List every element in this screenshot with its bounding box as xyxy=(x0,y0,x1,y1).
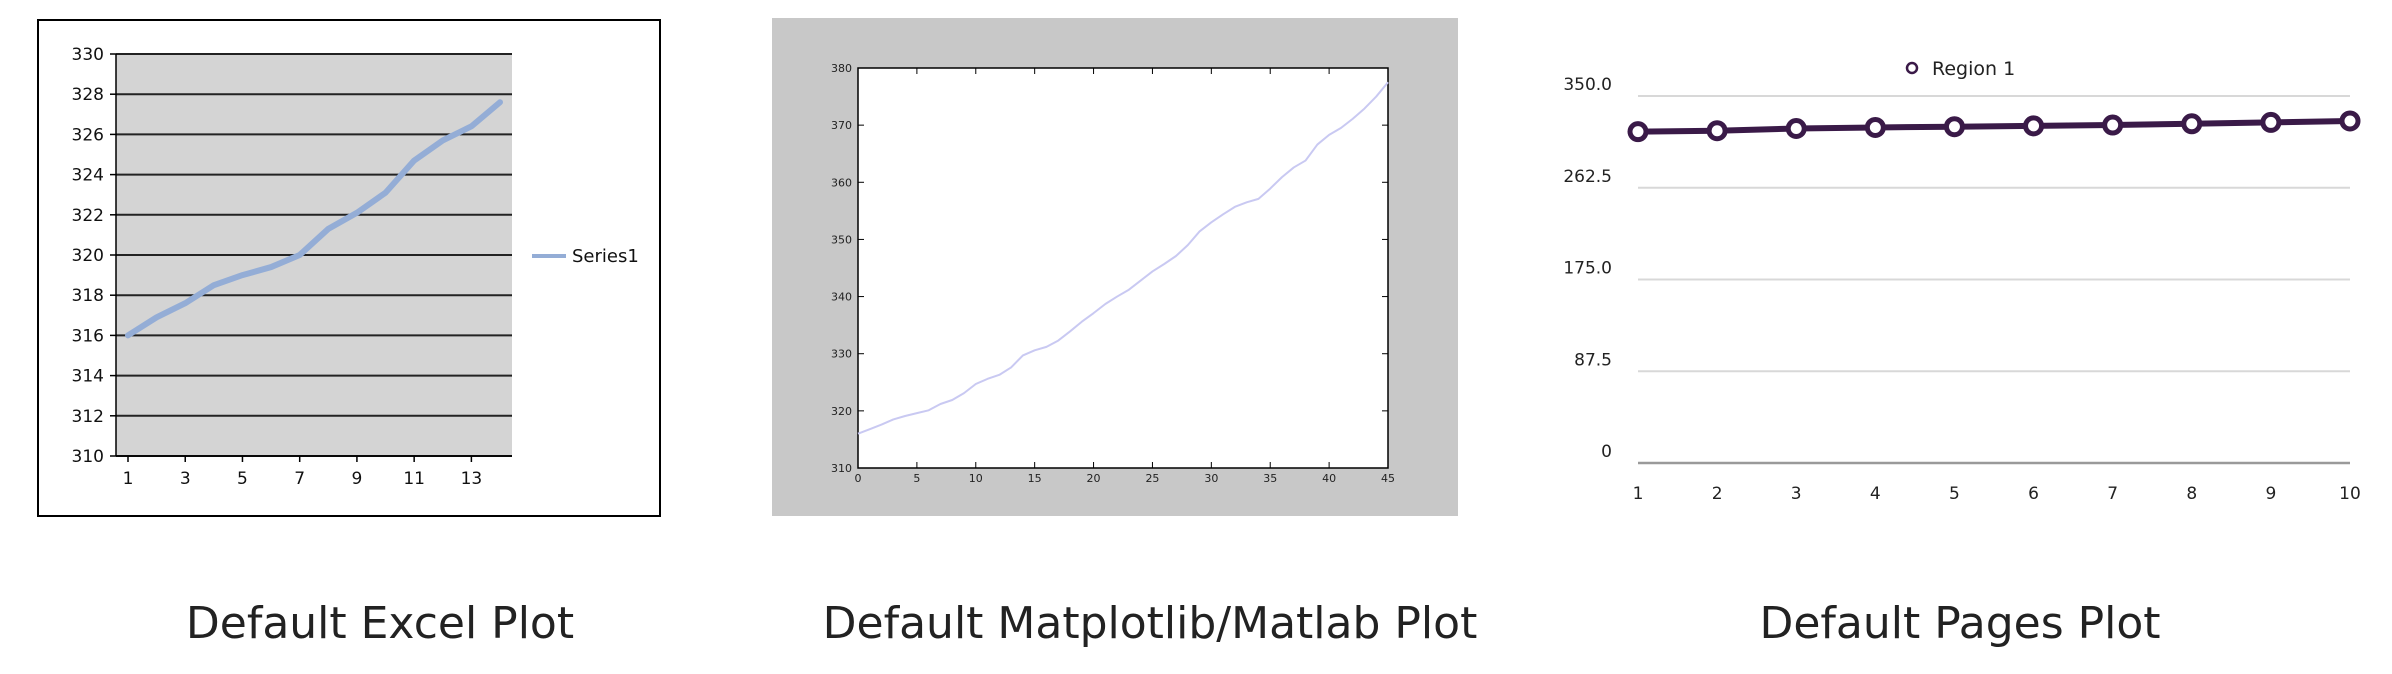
x-tick-label: 7 xyxy=(294,469,305,489)
y-tick-label: 330 xyxy=(72,45,104,65)
x-tick-label: 3 xyxy=(1791,484,1802,504)
y-tick-label: 330 xyxy=(831,348,852,361)
y-tick-label: 314 xyxy=(72,367,104,387)
y-tick-label: 350.0 xyxy=(1563,75,1612,95)
x-tick-label: 5 xyxy=(913,472,920,485)
y-tick-label: 320 xyxy=(831,405,852,418)
x-tick-label: 1 xyxy=(123,469,134,489)
y-tick-label: 312 xyxy=(72,407,104,427)
caption-excel: Default Excel Plot xyxy=(185,598,575,649)
y-tick-label: 310 xyxy=(72,447,104,467)
y-tick-label: 340 xyxy=(831,291,852,304)
x-tick-label: 8 xyxy=(2186,484,2197,504)
legend-label: Region 1 xyxy=(1932,58,2015,80)
y-tick-label: 326 xyxy=(72,125,104,145)
y-tick-label: 380 xyxy=(831,62,852,75)
legend-label: Series1 xyxy=(572,246,639,267)
y-tick-label: 316 xyxy=(72,326,104,346)
x-tick-label: 4 xyxy=(1870,484,1881,504)
data-point xyxy=(1943,116,1965,138)
y-tick-label: 370 xyxy=(831,119,852,132)
data-point xyxy=(2181,113,2203,135)
data-point xyxy=(1706,120,1728,142)
x-tick-label: 5 xyxy=(1949,484,1960,504)
data-point xyxy=(2102,114,2124,136)
x-tick-label: 20 xyxy=(1087,472,1101,485)
caption-pages: Default Pages Plot xyxy=(1759,598,2161,649)
y-tick-label: 320 xyxy=(72,246,104,266)
series-line-region1 xyxy=(1637,117,2351,135)
x-tick-label: 10 xyxy=(969,472,983,485)
data-point xyxy=(1627,121,1649,143)
y-tick-label: 175.0 xyxy=(1563,259,1612,279)
data-point xyxy=(1785,118,1807,140)
y-tick-label: 310 xyxy=(831,462,852,475)
y-tick-label: 324 xyxy=(72,166,104,186)
y-tick-label: 87.5 xyxy=(1574,350,1612,370)
y-tick-label: 0 xyxy=(1601,442,1612,462)
x-tick-label: 13 xyxy=(461,469,483,489)
x-tick-label: 6 xyxy=(2028,484,2039,504)
data-point xyxy=(1864,116,1886,138)
x-tick-label: 9 xyxy=(352,469,363,489)
legend-marker xyxy=(1905,61,1919,75)
x-tick-label: 7 xyxy=(2107,484,2118,504)
x-tick-label: 9 xyxy=(2265,484,2276,504)
y-tick-label: 322 xyxy=(72,206,104,226)
x-tick-label: 11 xyxy=(403,469,425,489)
x-tick-label: 35 xyxy=(1263,472,1277,485)
x-tick-label: 40 xyxy=(1322,472,1336,485)
y-tick-label: 350 xyxy=(831,233,852,246)
data-point xyxy=(2260,111,2282,133)
y-tick-label: 360 xyxy=(831,176,852,189)
data-point xyxy=(2339,110,2361,132)
x-tick-label: 2 xyxy=(1712,484,1723,504)
x-tick-label: 0 xyxy=(855,472,862,485)
x-tick-label: 5 xyxy=(237,469,248,489)
data-point xyxy=(2023,115,2045,137)
series-line-series1 xyxy=(125,99,503,339)
caption-matplotlib: Default Matplotlib/Matlab Plot xyxy=(822,598,1478,649)
y-tick-label: 328 xyxy=(72,85,104,105)
x-tick-label: 10 xyxy=(2339,484,2361,504)
x-tick-label: 1 xyxy=(1633,484,1644,504)
x-tick-label: 3 xyxy=(180,469,191,489)
x-tick-label: 25 xyxy=(1145,472,1159,485)
y-tick-label: 262.5 xyxy=(1563,167,1612,187)
series-line xyxy=(857,81,1389,435)
y-tick-label: 318 xyxy=(72,286,104,306)
x-tick-label: 30 xyxy=(1204,472,1218,485)
x-tick-label: 45 xyxy=(1381,472,1395,485)
x-tick-label: 15 xyxy=(1028,472,1042,485)
